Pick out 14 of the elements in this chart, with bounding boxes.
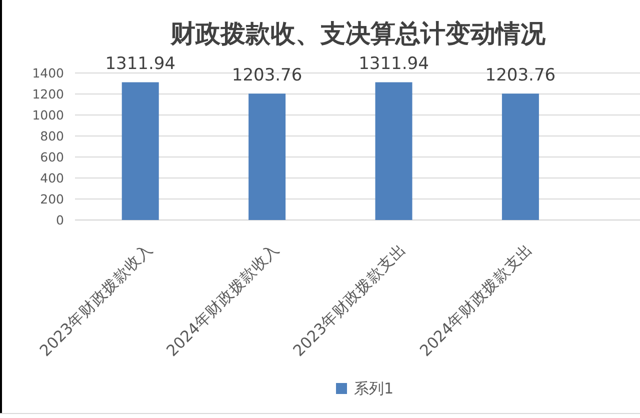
y-tick-label: 400: [40, 170, 64, 186]
y-tick-label: 1200: [32, 86, 64, 102]
y-tick-label: 200: [40, 192, 64, 206]
y-tick-label: 0: [56, 212, 64, 228]
data-label: 1203.76: [485, 66, 556, 86]
data-label: 1311.94: [358, 54, 429, 74]
data-label: 1311.94: [105, 54, 176, 74]
legend-label: 系列1: [354, 380, 394, 398]
y-tick-label: 800: [40, 128, 64, 144]
y-tick-label: 1000: [32, 108, 64, 122]
data-label: 1203.76: [232, 66, 302, 86]
y-tick-label: 1400: [32, 66, 64, 80]
chart-title: 财政拨款收、支决算总计变动情况: [170, 19, 546, 48]
y-tick-label: 600: [40, 150, 64, 164]
